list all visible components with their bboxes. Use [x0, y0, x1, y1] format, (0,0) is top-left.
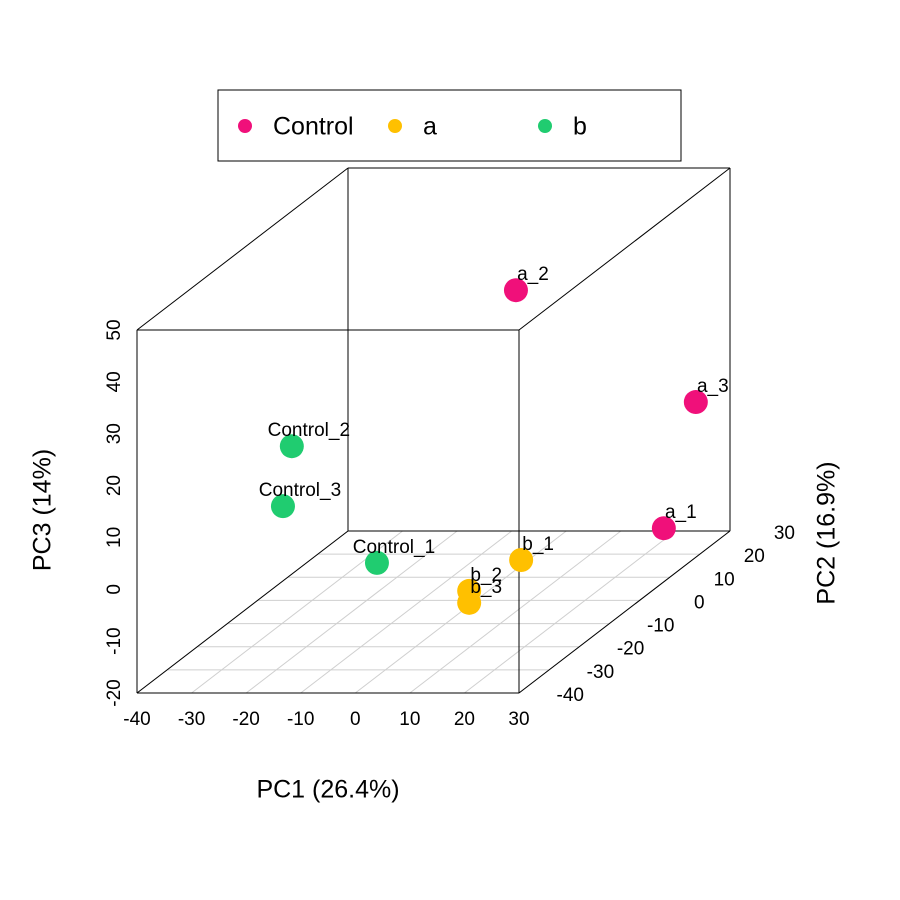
- y-tick-label: -30: [587, 662, 614, 683]
- z-tick-label: 40: [104, 371, 125, 392]
- point-label: Control_2: [268, 420, 350, 441]
- point: [279, 434, 304, 459]
- y-tick-label: 0: [694, 592, 705, 613]
- point-label: a_1: [665, 502, 697, 523]
- x-axis-title: PC1 (26.4%): [256, 776, 399, 804]
- point: [364, 550, 389, 575]
- x-tick-label: 0: [350, 709, 361, 730]
- point: [683, 390, 708, 415]
- legend-text: Control: [273, 113, 354, 141]
- box-edge: [518, 167, 731, 331]
- z-tick-label: -20: [104, 679, 125, 706]
- x-tick-label: -10: [287, 709, 314, 730]
- y-tick-label: -40: [557, 685, 584, 706]
- point-label: a_3: [697, 376, 729, 397]
- point-label: Control_3: [259, 480, 341, 501]
- z-tick-label: 30: [104, 423, 125, 444]
- y-tick-label: 30: [774, 523, 795, 544]
- x-tick-label: 20: [454, 709, 475, 730]
- y-tick-label: -10: [647, 616, 674, 637]
- y-tick-label: -20: [617, 639, 644, 660]
- y-tick-label: 20: [744, 546, 765, 567]
- legend-marker: [238, 119, 252, 133]
- z-tick-label: 50: [104, 319, 125, 340]
- x-tick-label: 30: [508, 709, 529, 730]
- grid-line: [300, 530, 513, 694]
- z-tick-label: 10: [104, 527, 125, 548]
- z-tick-label: 0: [104, 584, 125, 595]
- x-tick-label: -40: [123, 709, 150, 730]
- x-tick-label: 10: [399, 709, 420, 730]
- z-tick-label: 20: [104, 475, 125, 496]
- legend-box: [217, 89, 682, 162]
- point: [503, 278, 528, 303]
- legend-marker: [538, 119, 552, 133]
- y-axis-title: PC2 (16.9%): [813, 461, 841, 604]
- point: [651, 516, 676, 541]
- x-tick-label: -30: [178, 709, 205, 730]
- point: [509, 547, 534, 572]
- box-edge: [136, 167, 349, 331]
- point-label: Control_1: [353, 537, 435, 558]
- y-tick-label: 10: [714, 569, 735, 590]
- x-tick-label: -20: [232, 709, 259, 730]
- legend-text: b: [573, 113, 587, 141]
- z-tick-label: -10: [104, 627, 125, 654]
- point: [457, 590, 482, 615]
- point-label: b_2: [470, 565, 502, 586]
- grid-line: [245, 530, 458, 694]
- legend-marker: [388, 119, 402, 133]
- grid-line: [464, 530, 676, 694]
- legend-text: a: [423, 113, 437, 141]
- z-axis-title: PC3 (14%): [29, 449, 57, 571]
- point-label: b_1: [522, 534, 554, 555]
- box-edge: [136, 530, 349, 694]
- point-label: b_3: [470, 577, 502, 598]
- box-edge: [518, 530, 731, 694]
- point-label: a_2: [517, 264, 549, 285]
- point: [270, 494, 295, 519]
- grid-line: [409, 530, 622, 694]
